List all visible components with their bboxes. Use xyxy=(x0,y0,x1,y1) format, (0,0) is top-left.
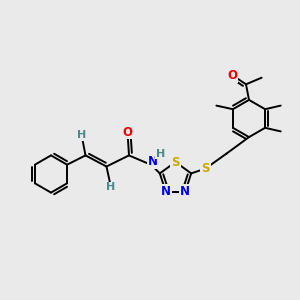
Text: N: N xyxy=(180,185,190,198)
Text: O: O xyxy=(122,125,133,139)
Text: H: H xyxy=(156,148,165,159)
Text: N: N xyxy=(161,185,171,198)
Text: H: H xyxy=(106,182,116,193)
Text: S: S xyxy=(171,155,180,169)
Text: O: O xyxy=(227,69,238,82)
Text: S: S xyxy=(201,162,210,175)
Text: N: N xyxy=(148,155,158,168)
Text: H: H xyxy=(77,130,86,140)
